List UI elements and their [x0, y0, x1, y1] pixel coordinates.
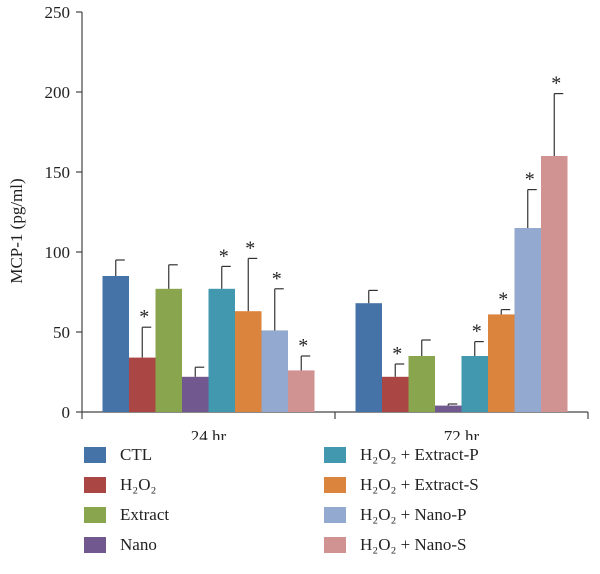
bar	[435, 405, 462, 412]
y-tick-label: 200	[45, 83, 71, 102]
legend-swatch	[324, 447, 346, 463]
bar-chart: 0 50 100 150 200 250 24 hr 72 hr * * * * * * * * * * MC…	[7, 3, 589, 440]
significance-marker: *	[139, 306, 149, 328]
bar	[382, 376, 409, 412]
significance-marker: *	[245, 237, 255, 259]
legend-item: H₂O₂ + Extract-P	[324, 440, 554, 470]
legend-label: Extract	[120, 505, 170, 524]
significance-marker: *	[272, 268, 282, 290]
legend-swatch	[324, 507, 346, 523]
bar	[235, 311, 262, 412]
bar	[208, 288, 235, 412]
legend-item: CTL	[84, 440, 324, 470]
bar	[461, 356, 488, 412]
significance-marker: *	[298, 335, 308, 357]
legend-swatch	[84, 447, 106, 463]
bar	[102, 276, 129, 412]
legend-swatch	[324, 477, 346, 493]
y-tick-label: 100	[45, 243, 71, 262]
bar	[261, 330, 288, 412]
bar	[488, 314, 515, 412]
legend-label: CTL	[120, 445, 153, 464]
legend-item: Extract	[84, 500, 324, 530]
legend-item: H₂O₂ + Nano-P	[324, 500, 554, 530]
x-axis: 24 hr 72 hr	[81, 411, 589, 440]
significance-marker: *	[472, 321, 482, 343]
legend-item: H₂O₂ + Nano-S	[324, 530, 554, 560]
legend-item: Nano	[84, 530, 324, 560]
significance-marker: *	[525, 169, 535, 191]
significance-marker: *	[219, 245, 229, 267]
legend-swatch	[84, 477, 106, 493]
bar	[355, 303, 382, 412]
y-axis: 0 50 100 150 200 250	[45, 3, 83, 422]
bars: * * * * * * * * * *	[102, 73, 568, 412]
y-tick-label: 250	[45, 3, 71, 22]
y-tick-label: 150	[45, 163, 71, 182]
y-tick-label: 0	[62, 403, 71, 422]
bar	[408, 356, 435, 412]
bar	[514, 228, 541, 412]
legend-label: H₂O₂ + Nano-P	[360, 505, 467, 524]
legend-item: H₂O₂	[84, 470, 324, 500]
y-axis-title: MCP-1 (pg/ml)	[7, 178, 26, 283]
legend: CTL H₂O₂ Extract Nano H₂O₂ + Extract-P H₂O₂ +…	[84, 440, 554, 560]
significance-marker: *	[551, 73, 561, 95]
legend-label: Nano	[120, 535, 157, 554]
legend-label: H₂O₂ + Extract-S	[360, 475, 479, 494]
legend-swatch	[84, 537, 106, 553]
bar	[155, 288, 182, 412]
bar	[288, 370, 315, 412]
bar	[129, 357, 156, 412]
legend-swatch	[324, 537, 346, 553]
legend-label: H₂O₂ + Extract-P	[360, 445, 479, 464]
x-tick-label: 72 hr	[444, 427, 480, 440]
legend-label: H₂O₂ + Nano-S	[360, 535, 467, 554]
y-tick-label: 50	[53, 323, 70, 342]
legend-label: H₂O₂	[120, 475, 157, 494]
x-tick-label: 24 hr	[191, 427, 227, 440]
legend-swatch	[84, 507, 106, 523]
significance-marker: *	[392, 343, 402, 365]
bar	[182, 376, 209, 412]
bar	[541, 156, 568, 412]
legend-item: H₂O₂ + Extract-S	[324, 470, 554, 500]
significance-marker: *	[498, 289, 508, 311]
